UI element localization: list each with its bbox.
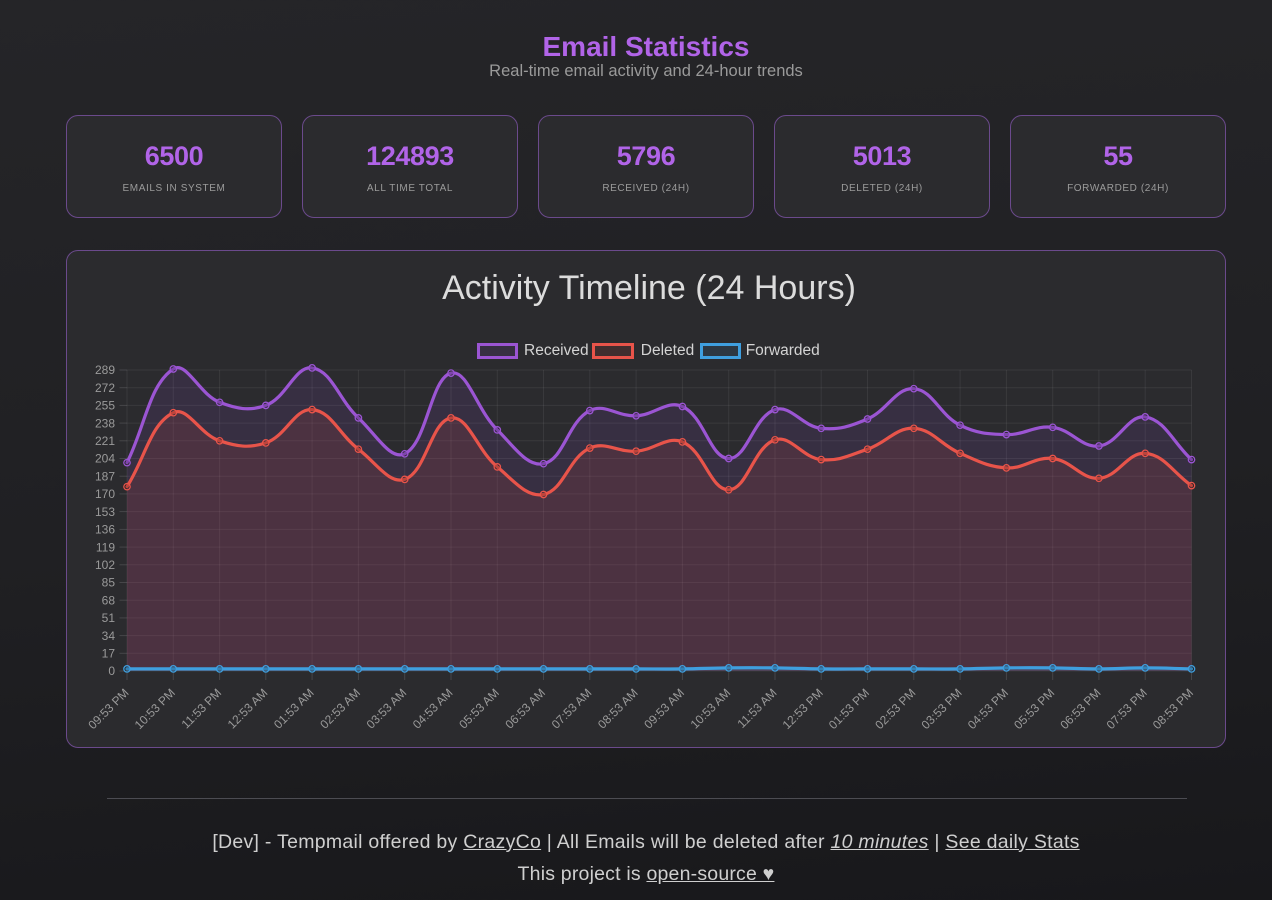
svg-text:204: 204 xyxy=(95,452,115,466)
svg-text:255: 255 xyxy=(95,399,115,413)
svg-text:119: 119 xyxy=(96,540,115,554)
svg-text:02:53 PM: 02:53 PM xyxy=(872,686,918,732)
svg-text:01:53 PM: 01:53 PM xyxy=(826,686,872,732)
svg-text:68: 68 xyxy=(102,593,116,607)
svg-text:06:53 AM: 06:53 AM xyxy=(502,686,548,732)
svg-text:238: 238 xyxy=(95,416,115,430)
svg-text:136: 136 xyxy=(95,523,115,537)
svg-text:10:53 PM: 10:53 PM xyxy=(132,686,178,732)
svg-text:17: 17 xyxy=(102,647,116,661)
svg-text:11:53 PM: 11:53 PM xyxy=(179,686,225,732)
svg-text:04:53 PM: 04:53 PM xyxy=(965,686,1011,732)
svg-text:10:53 AM: 10:53 AM xyxy=(688,686,734,732)
svg-text:11:53 AM: 11:53 AM xyxy=(734,686,779,731)
svg-text:221: 221 xyxy=(95,434,115,448)
svg-text:272: 272 xyxy=(95,381,115,395)
svg-text:04:53 AM: 04:53 AM xyxy=(410,686,456,732)
svg-text:06:53 PM: 06:53 PM xyxy=(1057,686,1103,732)
svg-text:187: 187 xyxy=(95,469,115,483)
svg-text:153: 153 xyxy=(95,505,115,519)
svg-text:09:53 AM: 09:53 AM xyxy=(641,686,687,732)
svg-text:170: 170 xyxy=(95,487,115,501)
svg-text:05:53 AM: 05:53 AM xyxy=(456,686,502,732)
svg-text:289: 289 xyxy=(95,363,115,377)
svg-text:09:53 PM: 09:53 PM xyxy=(85,686,131,732)
svg-text:102: 102 xyxy=(95,558,115,572)
svg-text:07:53 AM: 07:53 AM xyxy=(549,686,595,732)
svg-text:08:53 AM: 08:53 AM xyxy=(595,686,641,732)
svg-text:02:53 AM: 02:53 AM xyxy=(317,686,363,732)
svg-text:07:53 PM: 07:53 PM xyxy=(1104,686,1150,732)
svg-text:01:53 AM: 01:53 AM xyxy=(271,686,317,732)
svg-text:0: 0 xyxy=(108,664,115,678)
svg-text:05:53 PM: 05:53 PM xyxy=(1011,686,1057,732)
svg-text:08:53 PM: 08:53 PM xyxy=(1150,686,1196,732)
svg-text:12:53 PM: 12:53 PM xyxy=(780,686,826,732)
svg-text:85: 85 xyxy=(102,576,116,590)
svg-text:51: 51 xyxy=(102,611,116,625)
svg-text:12:53 AM: 12:53 AM xyxy=(225,686,271,732)
svg-text:03:53 AM: 03:53 AM xyxy=(364,686,410,732)
svg-text:34: 34 xyxy=(102,629,116,643)
svg-text:03:53 PM: 03:53 PM xyxy=(918,686,964,732)
